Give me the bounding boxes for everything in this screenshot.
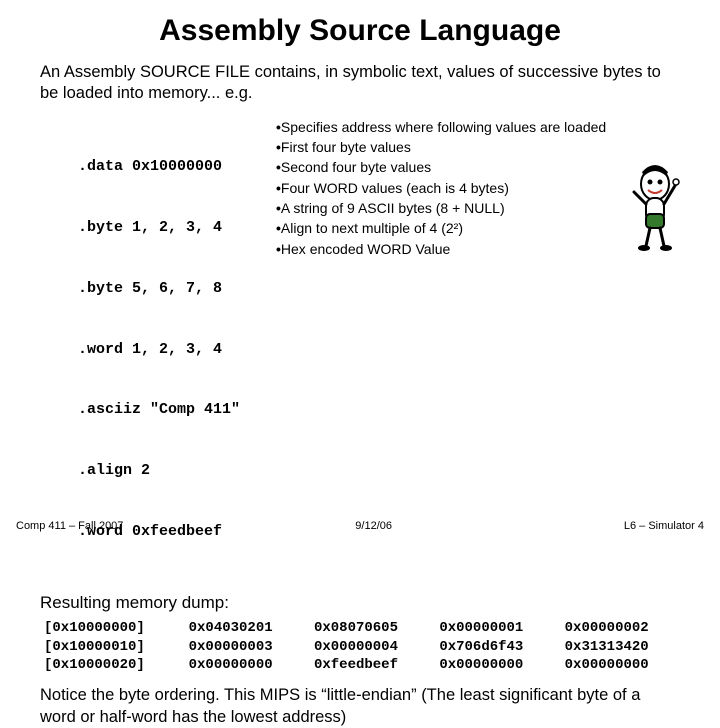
dump-cell: 0x706d6f43 — [439, 638, 564, 657]
dump-addr: [0x10000010] — [44, 638, 189, 657]
notice-text: Notice the byte ordering. This MIPS is “… — [40, 685, 680, 728]
dump-addr: [0x10000020] — [44, 656, 189, 675]
dump-cell: 0x00000003 — [189, 638, 314, 657]
dump-cell: 0xfeedbeef — [314, 656, 439, 675]
explain-column: •Specifies address where following value… — [276, 117, 606, 583]
footer: Comp 411 – Fall 2007 9/12/06 L6 – Simula… — [0, 520, 720, 532]
dump-heading: Resulting memory dump: — [40, 593, 680, 613]
dump-addr: [0x10000000] — [44, 619, 189, 638]
code-line: .byte 5, 6, 7, 8 — [78, 279, 258, 299]
explain-line: •Hex encoded WORD Value — [276, 239, 606, 259]
page-title: Assembly Source Language — [30, 14, 690, 48]
dump-row: [0x10000020] 0x00000000 0xfeedbeef 0x000… — [44, 656, 690, 675]
dump-cell: 0x00000001 — [439, 619, 564, 638]
explain-line: •Four WORD values (each is 4 bytes) — [276, 178, 606, 198]
explain-line: •Specifies address where following value… — [276, 117, 606, 137]
dump-cell: 0x08070605 — [314, 619, 439, 638]
memory-dump: [0x10000000] 0x04030201 0x08070605 0x000… — [44, 619, 690, 676]
footer-center: 9/12/06 — [355, 520, 392, 532]
explain-line: •Align to next multiple of 4 (2²) — [276, 218, 606, 238]
code-line: .word 1, 2, 3, 4 — [78, 340, 258, 360]
code-column: .data 0x10000000 .byte 1, 2, 3, 4 .byte … — [78, 117, 258, 583]
code-line: .align 2 — [78, 461, 258, 481]
code-explain-block: .data 0x10000000 .byte 1, 2, 3, 4 .byte … — [78, 117, 690, 583]
dump-cell: 0x00000002 — [565, 619, 690, 638]
intro-text: An Assembly SOURCE FILE contains, in sym… — [40, 62, 680, 105]
footer-left: Comp 411 – Fall 2007 — [16, 520, 123, 532]
dump-cell: 0x00000000 — [189, 656, 314, 675]
dump-cell: 0x00000004 — [314, 638, 439, 657]
dump-cell: 0x31313420 — [565, 638, 690, 657]
dump-row: [0x10000010] 0x00000003 0x00000004 0x706… — [44, 638, 690, 657]
dump-cell: 0x04030201 — [189, 619, 314, 638]
dump-cell: 0x00000000 — [565, 656, 690, 675]
explain-line: •First four byte values — [276, 137, 606, 157]
footer-right: L6 – Simulator 4 — [624, 520, 704, 532]
code-line: .data 0x10000000 — [78, 157, 258, 177]
code-line: .byte 1, 2, 3, 4 — [78, 218, 258, 238]
explain-line: •Second four byte values — [276, 157, 606, 177]
explain-line: •A string of 9 ASCII bytes (8 + NULL) — [276, 198, 606, 218]
code-line: .asciiz "Comp 411" — [78, 400, 258, 420]
dump-row: [0x10000000] 0x04030201 0x08070605 0x000… — [44, 619, 690, 638]
dump-cell: 0x00000000 — [439, 656, 564, 675]
